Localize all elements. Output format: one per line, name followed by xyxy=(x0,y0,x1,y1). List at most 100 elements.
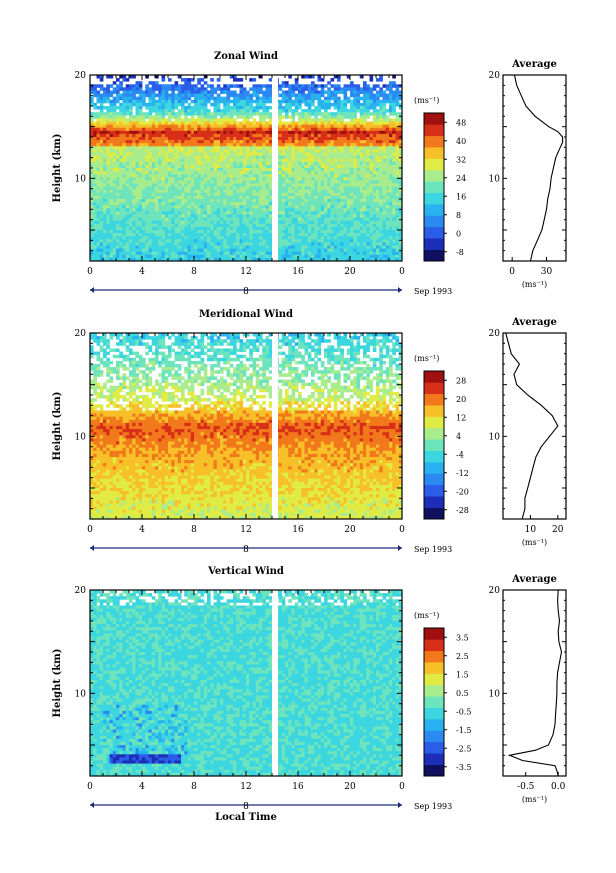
heat-cell xyxy=(327,242,331,246)
heat-cell xyxy=(164,233,169,237)
heat-cell xyxy=(294,195,299,200)
heat-cell xyxy=(255,168,260,172)
heat-cell xyxy=(171,220,175,225)
heat-cell xyxy=(181,195,185,200)
heat-cell xyxy=(262,205,266,209)
heat-cell xyxy=(207,118,211,122)
heat-cell xyxy=(320,84,325,88)
heat-cell xyxy=(145,189,149,194)
heat-cell xyxy=(311,168,315,172)
heat-cell xyxy=(174,96,179,101)
heat-cell xyxy=(265,183,270,187)
heat-cell xyxy=(268,87,273,91)
heat-cell xyxy=(99,146,104,150)
heat-cell xyxy=(249,109,253,113)
heat-cell xyxy=(246,177,250,181)
heat-cell xyxy=(171,146,175,150)
heat-cell xyxy=(398,236,403,240)
heat-cell xyxy=(119,220,123,225)
heat-cell xyxy=(239,99,244,104)
heat-cell xyxy=(135,99,140,104)
heat-cell xyxy=(252,93,257,98)
heat-cell xyxy=(93,233,97,237)
heat-cell xyxy=(229,242,234,246)
heat-cell xyxy=(203,189,208,194)
heat-cell xyxy=(317,186,322,191)
heat-cell xyxy=(343,239,348,243)
heat-cell xyxy=(389,245,393,249)
heat-cell xyxy=(220,233,224,237)
heat-cell xyxy=(151,233,156,237)
heat-cell xyxy=(125,186,130,191)
heat-cell xyxy=(229,99,234,104)
heat-cell xyxy=(200,236,205,240)
heat-cell xyxy=(307,245,312,249)
heat-cell xyxy=(161,217,166,222)
heat-cell xyxy=(213,143,218,147)
heat-cell xyxy=(236,115,240,119)
heat-cell xyxy=(112,96,117,101)
heat-cell xyxy=(226,168,231,172)
heat-cell xyxy=(327,143,331,147)
heat-cell xyxy=(99,199,104,203)
heat-cell xyxy=(125,208,130,212)
heat-cell xyxy=(168,195,172,200)
heat-cell xyxy=(207,220,211,225)
heat-cell xyxy=(301,239,305,243)
heat-cell xyxy=(187,93,192,98)
heat-cell xyxy=(125,189,130,194)
heat-cell xyxy=(265,96,270,101)
heat-cell xyxy=(385,202,390,206)
heat-cell xyxy=(268,195,273,200)
heat-cell xyxy=(398,102,403,107)
heat-cell xyxy=(148,115,153,119)
heat-cell xyxy=(246,143,250,147)
heat-cell xyxy=(229,115,234,119)
heat-cell xyxy=(291,133,296,138)
heat-cell xyxy=(291,118,296,122)
heat-cell xyxy=(161,202,166,206)
heat-cell xyxy=(138,121,143,125)
heat-cell xyxy=(200,121,205,125)
heat-cell xyxy=(90,90,94,94)
heat-cell xyxy=(184,195,188,200)
heat-cell xyxy=(372,220,377,225)
heat-cell xyxy=(333,171,338,175)
heat-cell xyxy=(395,149,400,153)
heat-cell xyxy=(324,220,328,225)
heat-cell xyxy=(239,192,244,197)
heat-cell xyxy=(311,208,315,212)
heat-cell xyxy=(135,106,140,110)
heat-cell xyxy=(210,180,214,184)
heat-cell xyxy=(307,155,312,160)
heat-cell xyxy=(125,223,130,228)
heat-cell xyxy=(320,177,325,181)
heat-cell xyxy=(353,115,357,119)
heat-cell xyxy=(187,90,192,94)
heat-cell xyxy=(112,133,117,138)
heat-cell xyxy=(262,189,266,194)
heat-cell xyxy=(246,192,250,197)
heat-cell xyxy=(142,189,146,194)
heat-cell xyxy=(151,236,156,240)
heat-cell xyxy=(142,168,146,172)
heat-cell xyxy=(291,180,296,184)
heat-cell xyxy=(90,183,94,187)
heat-cell xyxy=(109,242,114,246)
heat-cell xyxy=(366,199,370,203)
heat-cell xyxy=(197,130,201,135)
heat-cell xyxy=(398,96,403,101)
heat-cell xyxy=(285,177,289,181)
heat-cell xyxy=(93,137,97,141)
heat-cell xyxy=(190,130,195,135)
heat-cell xyxy=(109,158,114,163)
heat-cell xyxy=(346,242,351,246)
heat-cell xyxy=(174,127,179,132)
heat-cell xyxy=(294,239,299,243)
heat-cell xyxy=(307,102,312,107)
heat-cell xyxy=(145,112,149,116)
heat-cell xyxy=(291,90,296,94)
heat-cell xyxy=(187,124,192,129)
heat-cell xyxy=(142,93,146,98)
heat-cell xyxy=(171,211,175,215)
